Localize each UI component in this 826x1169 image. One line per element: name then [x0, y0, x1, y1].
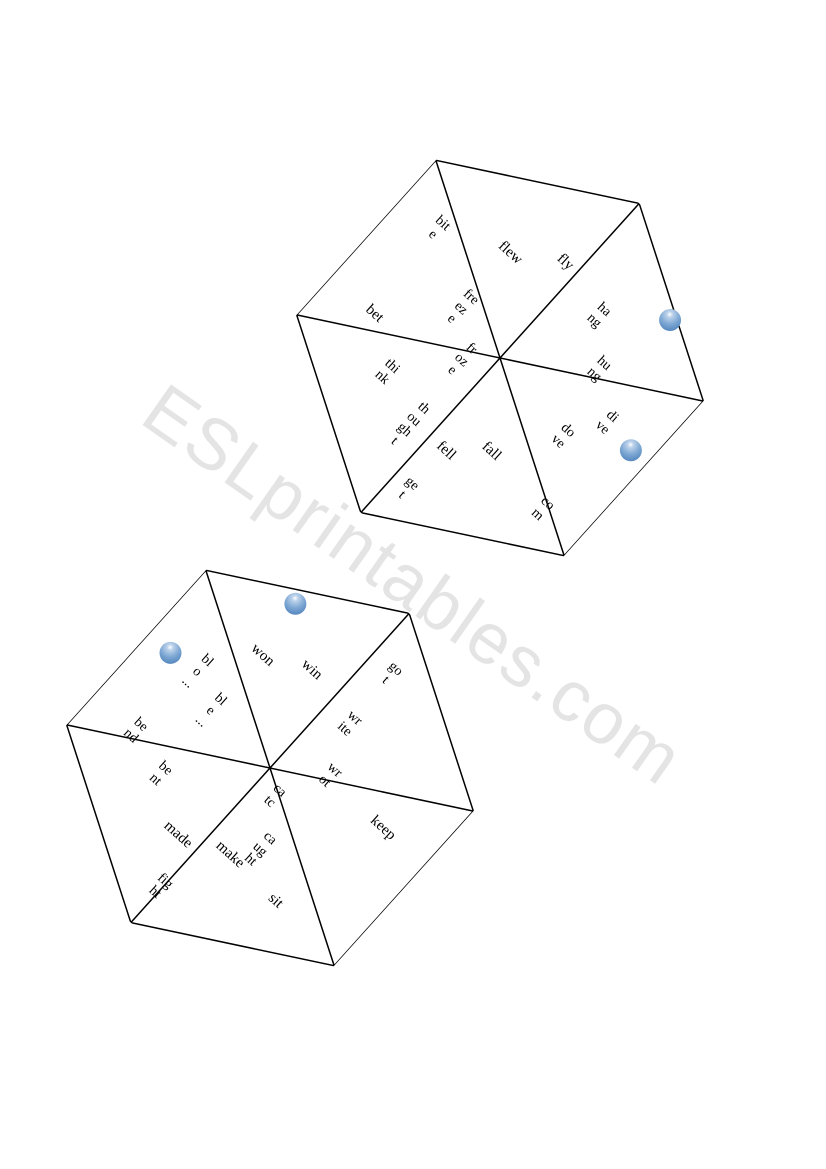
- page: ESLprintables.com flyflewha nghu ngbit e…: [0, 0, 826, 1169]
